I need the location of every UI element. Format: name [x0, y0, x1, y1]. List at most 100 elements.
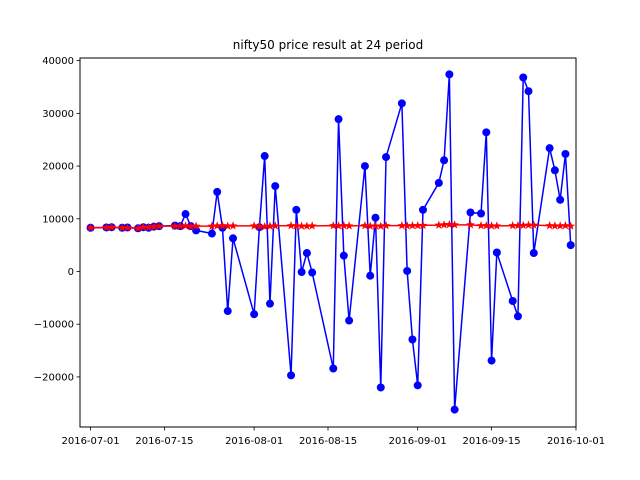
data-point-actual: [403, 266, 412, 275]
data-point-actual: [545, 144, 554, 153]
x-tick-label: 2016-09-15: [463, 436, 521, 447]
data-point-predicted: [487, 221, 496, 230]
data-point-predicted: [270, 221, 280, 230]
chart-title: nifty50 price result at 24 period: [233, 38, 423, 52]
data-point-actual: [556, 195, 565, 204]
data-point-predicted: [376, 221, 386, 230]
y-tick-label: 10000: [42, 214, 74, 225]
data-point-predicted: [223, 221, 233, 230]
y-tick-label: 0: [68, 267, 74, 278]
data-point-predicted: [439, 220, 449, 229]
data-point-predicted: [228, 221, 238, 230]
data-point-predicted: [307, 221, 317, 230]
data-point-predicted: [529, 220, 539, 229]
data-point-predicted: [381, 221, 391, 230]
data-point-actual: [418, 205, 427, 214]
data-point-predicted: [524, 220, 533, 229]
data-point-actual: [487, 356, 496, 365]
data-point-predicted: [191, 221, 201, 230]
data-point-actual: [440, 156, 449, 165]
data-point-actual: [445, 70, 454, 79]
data-point-actual: [297, 268, 306, 277]
data-point-predicted: [286, 221, 296, 230]
data-point-predicted: [413, 221, 423, 230]
data-point-predicted: [566, 221, 576, 230]
data-point-actual: [181, 210, 190, 219]
data-point-predicted: [154, 221, 164, 230]
data-point-actual: [524, 87, 533, 96]
data-point-predicted: [212, 221, 222, 230]
data-point-predicted: [186, 222, 196, 231]
data-point-predicted: [291, 221, 301, 230]
data-point-predicted: [328, 221, 338, 230]
data-point-actual: [223, 307, 232, 316]
data-point-predicted: [550, 221, 560, 230]
y-tick-label: −20000: [34, 372, 74, 383]
data-point-actual: [287, 371, 296, 380]
data-point-predicted: [138, 222, 148, 231]
y-tick-label: 30000: [42, 109, 74, 120]
data-point-actual: [513, 312, 522, 321]
data-point-actual: [292, 205, 301, 214]
data-point-predicted: [371, 221, 380, 230]
data-point-actual: [265, 299, 274, 308]
data-point-predicted: [397, 221, 407, 230]
data-point-actual: [376, 383, 385, 392]
data-point-actual: [482, 128, 491, 137]
data-point-predicted: [408, 221, 417, 230]
data-point-actual: [566, 241, 575, 250]
data-point-actual: [302, 249, 311, 258]
data-point-actual: [519, 73, 528, 82]
data-point-actual: [434, 178, 443, 187]
data-point-predicted: [86, 223, 95, 232]
data-point-predicted: [107, 222, 117, 231]
data-point-predicted: [418, 220, 428, 230]
data-point-predicted: [365, 221, 375, 230]
data-point-predicted: [170, 221, 180, 230]
data-point-predicted: [360, 221, 370, 230]
data-point-predicted: [181, 221, 190, 230]
data-point-predicted: [144, 222, 153, 231]
data-point-predicted: [265, 221, 275, 230]
x-tick-label: 2016-07-15: [135, 436, 193, 447]
data-point-actual: [529, 249, 538, 258]
data-point-actual: [339, 251, 348, 260]
data-point-predicted: [508, 221, 518, 230]
y-tick-label: 40000: [42, 56, 74, 67]
data-point-predicted: [444, 219, 454, 229]
data-point-predicted: [513, 221, 523, 230]
data-point-actual: [508, 297, 517, 306]
data-point-predicted: [518, 220, 528, 230]
data-point-actual: [366, 271, 375, 280]
data-point-actual: [260, 152, 269, 161]
data-point-predicted: [344, 221, 354, 230]
data-point-predicted: [402, 221, 412, 230]
data-point-actual: [408, 335, 417, 344]
data-point-actual: [397, 99, 406, 108]
data-point-actual: [329, 364, 338, 373]
x-tick-label: 2016-10-01: [547, 436, 605, 447]
data-point-predicted: [207, 221, 217, 230]
data-point-actual: [345, 316, 354, 325]
data-point-predicted: [481, 221, 491, 230]
data-point-actual: [413, 381, 422, 390]
data-point-predicted: [123, 223, 132, 232]
data-point-actual: [382, 153, 391, 162]
y-tick-label: −10000: [34, 320, 74, 331]
data-point-actual: [466, 208, 475, 217]
data-point-predicted: [561, 221, 570, 230]
data-point-predicted: [492, 221, 502, 230]
data-point-actual: [550, 166, 559, 175]
x-tick-label: 2016-08-01: [225, 436, 283, 447]
x-tick-label: 2016-08-15: [299, 436, 357, 447]
data-point-actual: [334, 115, 343, 124]
data-point-predicted: [334, 221, 343, 230]
plot-area: [86, 70, 576, 414]
data-point-actual: [271, 182, 280, 191]
data-point-predicted: [302, 221, 312, 230]
data-point-predicted: [175, 221, 185, 230]
y-tick-label: 20000: [42, 162, 74, 173]
data-point-predicted: [434, 220, 444, 229]
